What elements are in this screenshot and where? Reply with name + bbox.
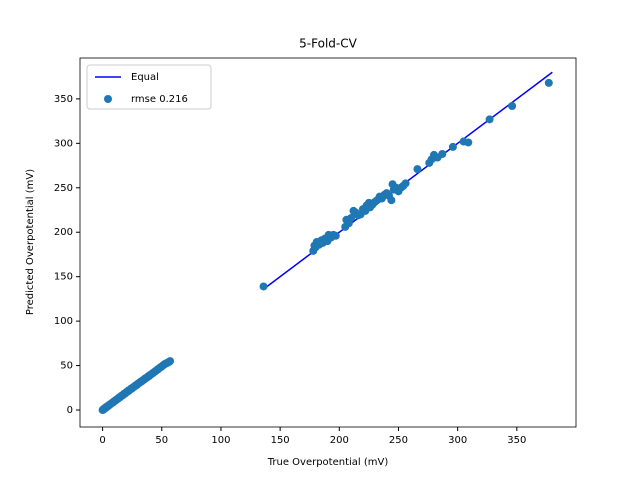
scatter-point — [166, 357, 175, 366]
y-tick-label: 100 — [54, 316, 73, 327]
plot-frame — [79, 57, 577, 428]
scatter-point — [347, 214, 356, 223]
x-tick-label: 300 — [448, 435, 467, 446]
y-tick-label: 300 — [54, 138, 73, 149]
y-axis-label: Predicted Overpotential (mV) — [25, 169, 36, 315]
legend-marker — [104, 95, 112, 103]
x-axis-label: True Overpotential (mV) — [267, 457, 389, 468]
x-tick-label: 50 — [155, 435, 168, 446]
scatter-point — [331, 231, 340, 240]
x-tick-label: 0 — [99, 435, 105, 446]
y-tick-label: 0 — [67, 405, 73, 416]
y-tick-label: 350 — [54, 94, 73, 105]
chart-title: 5-Fold-CV — [299, 37, 357, 51]
legend-box — [86, 64, 212, 110]
scatter-point — [413, 165, 422, 174]
scatter-point — [387, 196, 396, 205]
y-tick-label: 150 — [54, 272, 73, 283]
scatter-point — [464, 138, 473, 147]
y-tick-label: 250 — [54, 183, 73, 194]
y-tick-label: 50 — [60, 361, 73, 372]
scatter-point — [401, 179, 410, 188]
x-tick-label: 150 — [271, 435, 290, 446]
scatter-point — [448, 142, 457, 151]
scatter-point — [544, 78, 553, 87]
x-tick-label: 350 — [507, 435, 526, 446]
x-tick-label: 100 — [211, 435, 230, 446]
y-tick-label: 200 — [54, 227, 73, 238]
legend-label: rmse 0.216 — [131, 94, 188, 105]
x-tick-label: 200 — [330, 435, 349, 446]
scatter-point — [438, 150, 447, 159]
legend-label: Equal — [131, 72, 159, 83]
scatter-point — [485, 115, 494, 124]
x-tick-label: 250 — [389, 435, 408, 446]
scatter-point — [259, 282, 268, 291]
scatter-point — [508, 102, 517, 111]
